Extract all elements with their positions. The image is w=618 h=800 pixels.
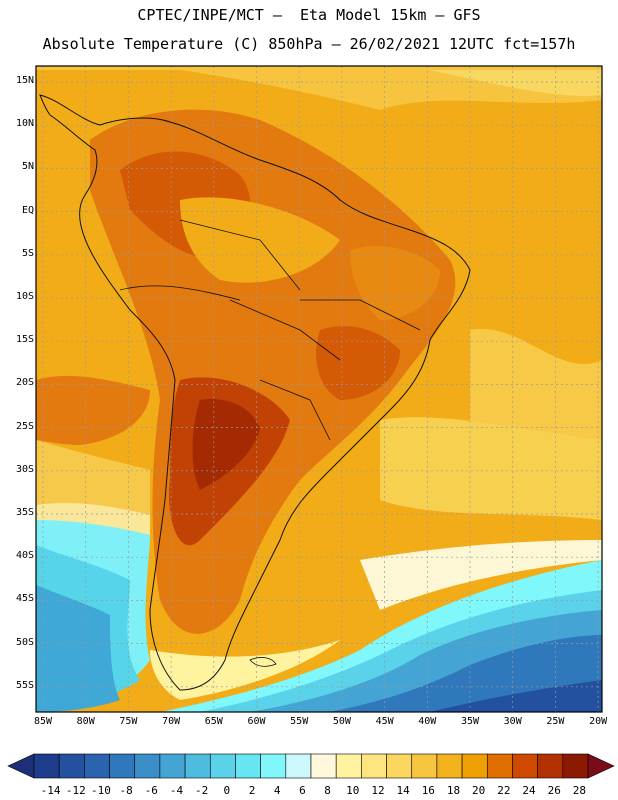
lat-lon-grid	[36, 66, 602, 712]
colorbar-label: 8	[324, 784, 331, 797]
map-frame	[35, 65, 603, 713]
lat-label: 30S	[15, 463, 34, 475]
colorbar-swatch	[386, 753, 413, 779]
falkland-islands	[249, 657, 277, 667]
lat-label: 15N	[15, 75, 34, 86]
lon-label: 20W	[589, 716, 608, 727]
lat-label: 20S	[15, 377, 34, 389]
lat-label: 10N	[15, 118, 34, 130]
lon-label: 50W	[332, 716, 351, 727]
colorbar-label: -8	[119, 784, 133, 797]
colorbar-swatch	[109, 753, 136, 779]
lon-label: 45W	[375, 716, 394, 727]
colorbar-label: 20	[472, 784, 486, 797]
colorbar-swatch	[134, 753, 161, 779]
colorbar-swatch	[436, 753, 463, 779]
colorbar-label: 6	[299, 784, 306, 797]
lat-label: 55S	[15, 679, 34, 691]
colorbar	[7, 753, 615, 779]
colorbar-swatch	[58, 753, 85, 779]
lat-label: 35S	[15, 507, 34, 518]
lon-label: 35W	[460, 716, 480, 727]
country-borders	[119, 219, 421, 441]
colorbar-low-arrow	[7, 753, 35, 779]
colorbar-label: 4	[273, 784, 281, 797]
lon-label: 85W	[33, 716, 53, 727]
colorbar-swatch	[486, 753, 513, 779]
lon-label: 55W	[290, 716, 309, 727]
chart-title: CPTEC/INPE/MCT – Eta Model 15km – GFS	[137, 6, 481, 24]
colorbar-label: 24	[522, 784, 536, 797]
colorbar-swatch	[310, 753, 337, 779]
lon-label: 40W	[418, 716, 437, 727]
temperature-field	[36, 66, 602, 712]
lon-label: 60W	[247, 716, 266, 727]
lat-label: 5N	[21, 161, 34, 173]
lat-label: 50S	[15, 636, 34, 648]
lon-label: 75W	[119, 716, 138, 727]
colorbar-swatch	[260, 753, 287, 779]
colorbar-label: 18	[446, 784, 461, 797]
colorbar-swatch	[562, 753, 589, 779]
colorbar-swatch	[285, 753, 312, 779]
colorbar-label: 16	[421, 784, 435, 797]
lat-label: 5S	[21, 247, 34, 259]
colorbar-label: 14	[396, 784, 410, 797]
colorbar-swatch	[84, 753, 110, 779]
lat-label: 25S	[15, 420, 34, 432]
colorbar-swatch	[209, 753, 236, 779]
colorbar-label: -10	[91, 784, 111, 797]
colorbar-label: -14	[40, 784, 61, 797]
chart-subtitle: Absolute Temperature (C) 850hPa – 26/02/…	[42, 35, 576, 53]
colorbar-label: 10	[346, 784, 360, 797]
colorbar-swatch	[512, 753, 538, 779]
colorbar-swatch	[33, 753, 60, 779]
colorbar-high-arrow	[587, 753, 615, 779]
colorbar-label: 22	[497, 784, 511, 797]
colorbar-label: -12	[65, 784, 86, 797]
colorbar-swatch	[537, 753, 564, 779]
lon-label: 25W	[546, 716, 565, 727]
lon-label: 70W	[162, 716, 181, 727]
lon-label: 80W	[76, 716, 95, 727]
lon-label: 65W	[204, 716, 223, 727]
south-america-coastline	[39, 94, 471, 691]
colorbar-label: 2	[248, 784, 256, 797]
colorbar-label: 26	[547, 784, 561, 797]
colorbar-swatch	[235, 753, 261, 779]
colorbar-swatch	[335, 753, 362, 779]
colorbar-label: -6	[144, 784, 158, 797]
lat-label: 45S	[15, 593, 34, 605]
lon-label: 30W	[503, 716, 522, 727]
colorbar-swatch	[461, 753, 488, 779]
colorbar-label: -4	[169, 784, 184, 797]
colorbar-swatch	[361, 753, 387, 779]
colorbar-swatch	[159, 753, 186, 779]
colorbar-swatch	[411, 753, 438, 779]
lat-label: 40S	[15, 550, 34, 562]
colorbar-label: 28	[572, 784, 587, 797]
colorbar-label: 12	[371, 784, 385, 797]
lat-label: 10S	[15, 291, 34, 302]
colorbar-label: 0	[223, 784, 231, 797]
colorbar-label: -2	[195, 784, 209, 797]
lat-label: EQ	[21, 204, 34, 216]
lat-label: 15S	[15, 334, 34, 346]
colorbar-swatch	[184, 753, 211, 779]
